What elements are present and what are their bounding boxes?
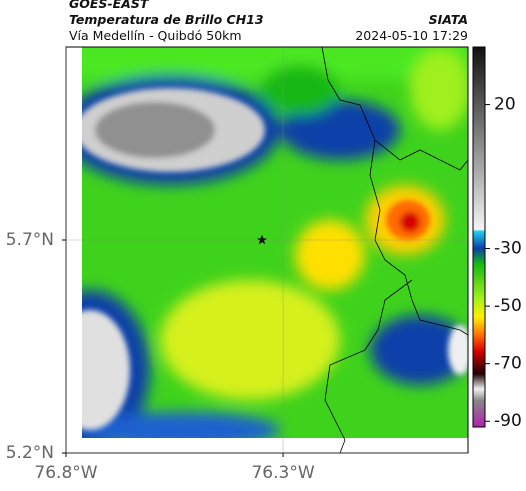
region: Vía Medellín - Quibdó 50km — [69, 28, 242, 43]
source: SIATA — [429, 12, 468, 27]
satellite: GOES-EAST — [69, 0, 150, 11]
location-marker — [257, 235, 267, 245]
colorbar-tick-label: -50 — [494, 296, 522, 316]
colorbar-tick-label: -30 — [494, 239, 522, 259]
colorbar-tick-label: 20 — [494, 95, 516, 115]
x-tick-label: 76.8°W — [34, 463, 97, 483]
colorbar — [472, 46, 486, 428]
x-tick-label: 76.3°W — [251, 463, 314, 483]
colorbar-tick-label: -70 — [494, 354, 522, 374]
product: Temperatura de Brillo CH13 — [69, 12, 264, 27]
y-tick-label: 5.7°N — [6, 230, 54, 250]
brightness-image — [82, 47, 468, 438]
timestamp: 2024-05-10 17:29 — [355, 28, 468, 43]
colorbar-tick-label: -90 — [494, 411, 522, 431]
y-tick-label: 5.2°N — [6, 443, 54, 463]
